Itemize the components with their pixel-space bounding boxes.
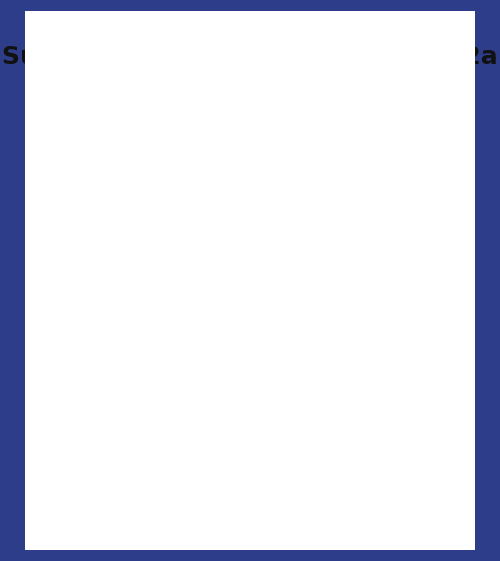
Ellipse shape <box>122 84 153 122</box>
Circle shape <box>354 105 372 127</box>
Circle shape <box>316 125 324 134</box>
Ellipse shape <box>122 148 153 185</box>
Text: 5  -  2  =  3: 5 - 2 = 3 <box>167 200 284 220</box>
Bar <box>304 157 354 321</box>
Circle shape <box>366 290 380 307</box>
Ellipse shape <box>122 159 153 197</box>
Circle shape <box>382 119 400 141</box>
Bar <box>302 256 468 315</box>
Circle shape <box>348 117 355 126</box>
Circle shape <box>366 211 380 228</box>
Circle shape <box>334 292 348 309</box>
Bar <box>304 310 354 321</box>
Ellipse shape <box>122 454 153 492</box>
Circle shape <box>334 210 348 227</box>
Circle shape <box>310 251 324 268</box>
Ellipse shape <box>42 334 103 388</box>
Circle shape <box>306 105 324 127</box>
Ellipse shape <box>42 415 103 469</box>
Bar <box>402 200 410 318</box>
Circle shape <box>399 120 407 129</box>
Bar <box>346 157 354 321</box>
Text: Name:: Name: <box>250 29 291 42</box>
Text: Fill in the blanks and write the equation. Draw a picture to illustrate the: Fill in the blanks and write the equatio… <box>34 73 459 86</box>
Text: 1: 1 <box>132 321 142 337</box>
Ellipse shape <box>122 298 153 336</box>
Text: 4  -  1  =  3: 4 - 1 = 3 <box>167 125 284 145</box>
Circle shape <box>362 105 380 127</box>
Text: 3: 3 <box>66 433 78 451</box>
Circle shape <box>390 211 404 228</box>
Circle shape <box>310 169 324 186</box>
Ellipse shape <box>42 183 103 237</box>
Text: 2: 2 <box>132 171 142 186</box>
Bar <box>302 332 468 391</box>
Ellipse shape <box>122 391 153 429</box>
Text: 3: 3 <box>132 234 142 249</box>
Circle shape <box>378 113 396 135</box>
Circle shape <box>310 210 324 227</box>
Ellipse shape <box>122 374 153 411</box>
Circle shape <box>347 125 365 146</box>
Ellipse shape <box>42 259 103 313</box>
Text: 5  -  1  =  4: 5 - 1 = 4 <box>167 276 284 296</box>
Text: 2: 2 <box>132 466 142 481</box>
Text: 3  -  2  =  1: 3 - 2 = 1 <box>167 432 284 452</box>
Circle shape <box>338 97 355 118</box>
Circle shape <box>356 125 374 146</box>
Bar <box>302 105 468 165</box>
Circle shape <box>372 133 390 154</box>
Text: Subtraction with Number Bonds 2a: Subtraction with Number Bonds 2a <box>2 45 498 69</box>
Circle shape <box>366 251 380 267</box>
Text: 5: 5 <box>66 201 78 219</box>
Circle shape <box>390 290 404 307</box>
Text: 1: 1 <box>132 385 142 400</box>
Ellipse shape <box>122 223 153 260</box>
Circle shape <box>299 125 317 146</box>
Text: 1: 1 <box>132 95 142 111</box>
Bar <box>302 412 468 472</box>
Circle shape <box>330 117 348 138</box>
Text: number story in the rectangle. We’ve done the first for you.: number story in the rectangle. We’ve don… <box>34 84 388 98</box>
Circle shape <box>389 99 407 121</box>
Circle shape <box>398 127 417 149</box>
Circle shape <box>334 251 348 268</box>
Ellipse shape <box>122 310 153 348</box>
Circle shape <box>390 251 404 267</box>
Text: 2: 2 <box>66 352 78 370</box>
Text: 4: 4 <box>132 310 142 325</box>
Text: 1: 1 <box>132 246 142 261</box>
Text: 3: 3 <box>132 159 142 174</box>
Circle shape <box>316 133 334 154</box>
Circle shape <box>310 292 324 309</box>
Bar <box>360 310 410 318</box>
Circle shape <box>372 125 380 134</box>
Bar <box>360 200 410 318</box>
Ellipse shape <box>42 108 103 162</box>
Circle shape <box>322 113 340 135</box>
Text: 4: 4 <box>66 126 78 144</box>
Circle shape <box>406 108 423 130</box>
Text: 1: 1 <box>132 402 142 417</box>
Bar <box>302 181 468 240</box>
Circle shape <box>334 169 348 186</box>
Text: 5: 5 <box>66 277 78 295</box>
Text: 2  -  1  =  1: 2 - 1 = 1 <box>167 351 284 371</box>
Ellipse shape <box>122 234 153 273</box>
